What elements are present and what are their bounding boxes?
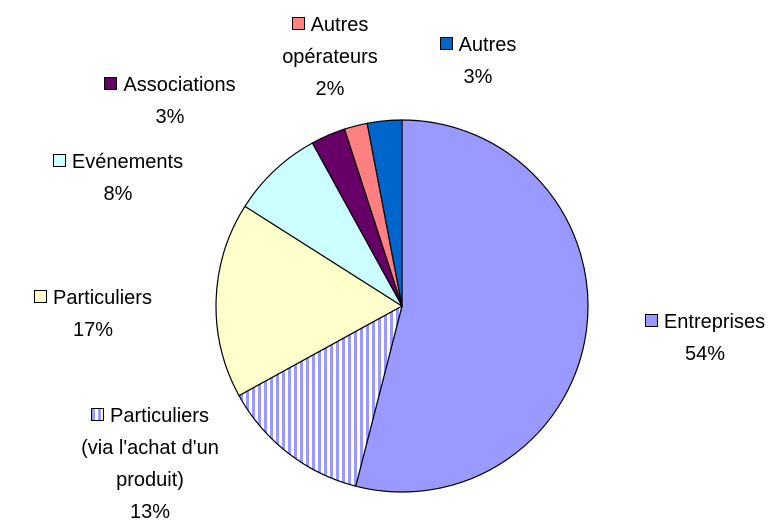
value-label: 8% (103, 183, 133, 205)
value-label: 17% (72, 319, 114, 341)
pie-slice (215, 205, 404, 397)
legend-swatch (291, 17, 305, 30)
pie-slice (244, 142, 403, 307)
legend-entry: Particuliers (8, 282, 178, 314)
legend-swatch (644, 314, 658, 327)
legend-swatch (104, 77, 118, 90)
category-label: Autres opérateurs (282, 14, 378, 68)
legend-entry: Autres opérateurs (255, 9, 405, 73)
slice-label: Entreprises 54% (630, 306, 779, 370)
slice-label: Particuliers 17% (8, 282, 178, 346)
pie-slice (366, 119, 403, 307)
value-label: 3% (155, 106, 185, 128)
category-label: Particuliers (via l'achat d'un produit) (81, 405, 219, 491)
value-label: 13% (129, 501, 171, 523)
legend-swatch (52, 154, 66, 167)
slice-label: Autres 3% (418, 29, 538, 93)
category-label: Particuliers (53, 287, 152, 309)
category-label: Evénements (71, 151, 184, 173)
slice-label: Evénements 8% (28, 146, 208, 210)
legend-entry: Associations (80, 69, 260, 101)
pie-slice (355, 119, 589, 493)
legend-swatch (439, 37, 453, 50)
legend-entry: Evénements (28, 146, 208, 178)
category-label: Associations (123, 74, 236, 96)
legend-swatch (34, 290, 48, 303)
pie-slice (238, 304, 403, 487)
legend-swatch (91, 408, 105, 421)
value-label: 54% (684, 343, 726, 365)
slice-label: Particuliers (via l'achat d'un produit) 1… (75, 400, 225, 528)
slice-label: Associations 3% (80, 69, 260, 133)
category-label: Entreprises (663, 311, 766, 333)
legend-entry: Entreprises (630, 306, 779, 338)
legend-entry: Particuliers (via l'achat d'un produit) (75, 400, 225, 496)
value-label: 2% (315, 78, 345, 100)
legend-entry: Autres (418, 29, 538, 61)
value-label: 3% (463, 66, 493, 88)
slice-label: Autres opérateurs 2% (255, 9, 405, 105)
category-label: Autres (458, 34, 517, 56)
